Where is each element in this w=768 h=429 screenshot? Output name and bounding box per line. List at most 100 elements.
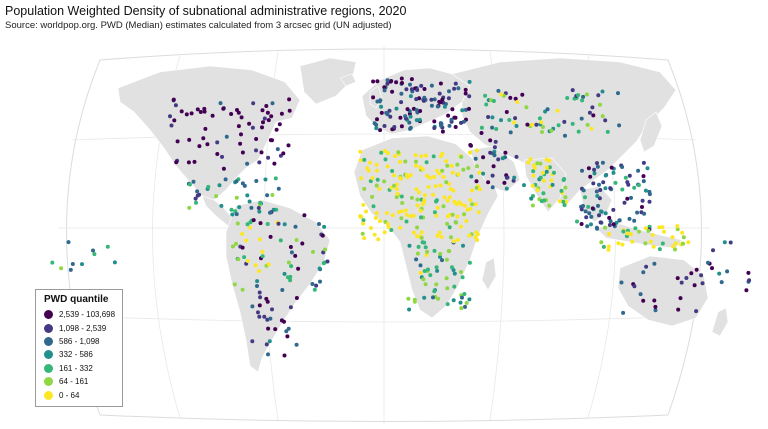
region-point [288, 245, 293, 249]
region-point [496, 88, 501, 93]
region-point [441, 204, 446, 209]
region-point [462, 212, 467, 217]
region-point [405, 107, 410, 112]
region-point [217, 183, 222, 188]
region-point [595, 194, 600, 198]
region-point [636, 183, 641, 188]
region-point [466, 166, 471, 171]
region-point [218, 101, 223, 106]
region-point [284, 329, 289, 334]
region-point [169, 123, 174, 128]
region-point [438, 81, 443, 86]
region-point [643, 226, 648, 231]
region-point [409, 87, 414, 92]
region-point [468, 198, 473, 203]
region-point [257, 160, 262, 165]
region-point [616, 91, 620, 96]
region-point [638, 292, 643, 297]
region-point [419, 215, 423, 220]
region-point [362, 186, 367, 191]
region-point [289, 250, 294, 255]
region-point [461, 167, 466, 172]
region-point [258, 221, 263, 226]
region-point [438, 251, 443, 256]
region-point [259, 150, 264, 155]
region-point [621, 310, 626, 315]
region-point [445, 302, 450, 307]
region-point [437, 91, 442, 96]
region-point [653, 304, 658, 309]
greenland [299, 57, 357, 105]
region-point [432, 126, 437, 130]
region-point [403, 159, 408, 164]
region-point [464, 301, 469, 305]
region-point [474, 179, 479, 184]
region-point [640, 198, 645, 203]
region-point [479, 131, 484, 135]
region-point [264, 342, 269, 347]
region-point [257, 237, 262, 242]
region-point [232, 282, 237, 287]
region-point [255, 284, 259, 288]
region-point [360, 231, 365, 236]
region-point [263, 177, 268, 182]
legend-item: 0 - 64 [44, 388, 116, 401]
region-point [266, 352, 270, 357]
region-point [491, 99, 496, 103]
region-point [371, 79, 376, 84]
region-point [310, 282, 315, 286]
region-point [404, 219, 409, 224]
region-point [530, 183, 535, 188]
legend-swatch [44, 323, 53, 333]
region-point [549, 178, 554, 183]
land-masses [117, 57, 729, 373]
region-point [240, 287, 245, 292]
region-point [583, 195, 587, 200]
region-point [400, 201, 405, 205]
region-point [286, 326, 291, 331]
region-point [250, 304, 255, 309]
region-point [245, 259, 250, 263]
region-point [451, 239, 456, 244]
region-point [221, 106, 226, 111]
region-point [477, 187, 482, 192]
region-point [447, 195, 452, 200]
region-point [744, 288, 749, 293]
region-point [435, 233, 440, 238]
region-point [268, 210, 272, 215]
region-point [463, 107, 468, 112]
region-point [598, 102, 602, 107]
region-point [547, 165, 552, 170]
region-point [270, 138, 274, 143]
region-point [675, 224, 680, 229]
region-point [300, 241, 305, 246]
region-point [473, 202, 478, 207]
region-point [545, 107, 550, 112]
indonesia [595, 223, 683, 249]
region-point [613, 180, 618, 185]
region-point [390, 213, 395, 218]
region-point [414, 163, 418, 168]
region-point [105, 244, 110, 249]
region-point [382, 124, 387, 128]
region-point [535, 161, 540, 166]
region-point [70, 262, 75, 266]
region-point [358, 158, 363, 163]
legend-label: 1,098 - 2,539 [59, 323, 107, 333]
region-point [484, 102, 489, 107]
region-point [431, 295, 435, 300]
region-point [417, 117, 422, 122]
region-point [195, 193, 200, 198]
region-point [415, 197, 420, 202]
region-point [279, 318, 284, 323]
region-point [453, 125, 458, 129]
region-point [384, 110, 389, 115]
region-point [486, 115, 491, 119]
region-point [422, 269, 427, 273]
region-point [399, 216, 404, 221]
region-point [423, 282, 428, 287]
region-point [488, 150, 493, 155]
region-point [272, 161, 277, 166]
region-point [620, 187, 625, 192]
region-point [541, 178, 546, 183]
